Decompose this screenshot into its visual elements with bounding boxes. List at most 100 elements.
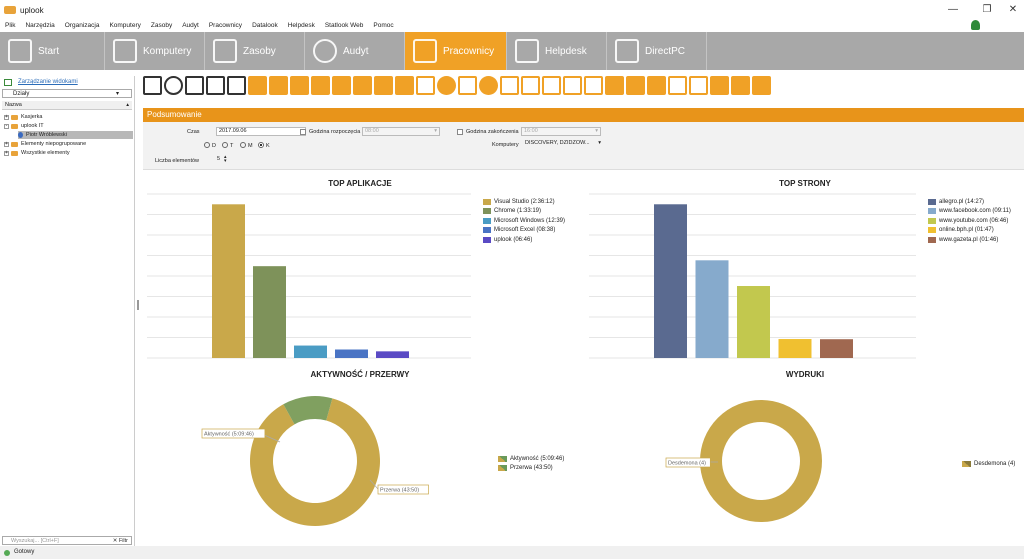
menu-audyt[interactable]: Audyt — [182, 22, 199, 29]
home-icon[interactable] — [143, 75, 162, 95]
status-bar: Gotowy — [0, 546, 1024, 559]
filter-panel: Czas 2017.09.06▾ Godzina rozpoczęcia 08:… — [143, 122, 1024, 170]
expand-icon: + — [4, 140, 9, 147]
save-icon[interactable] — [206, 75, 225, 95]
legend-item: Aktywność (5:09:46) — [498, 454, 564, 464]
legend-item: allegro.pl (14:27) — [928, 197, 1011, 207]
legend-icon — [962, 460, 971, 467]
tab-directpc[interactable]: DirectPC — [607, 32, 707, 70]
calendar-clock-icon[interactable] — [458, 75, 477, 95]
monitor-clock-icon[interactable] — [500, 75, 519, 95]
user-clock-icon[interactable] — [269, 75, 288, 95]
document-icon[interactable] — [353, 75, 372, 95]
number-one-icon[interactable] — [542, 75, 561, 95]
czas-label: Czas — [187, 129, 200, 135]
user-icon[interactable] — [971, 20, 980, 30]
folder-icon — [11, 150, 18, 156]
attachment-icon[interactable] — [290, 75, 309, 95]
menu-organizacja[interactable]: Organizacja — [64, 22, 100, 29]
tab-start[interactable]: Start — [0, 32, 105, 70]
menu-pracownicy[interactable]: Pracownicy — [208, 22, 243, 29]
remote-desktop-icon — [615, 39, 639, 63]
alarm-icon[interactable] — [479, 75, 498, 95]
data-label: Aktywność (5:09:46) — [204, 432, 254, 438]
top-sites-chart — [589, 193, 916, 359]
computers-select[interactable]: DISCOVERY, DZIDZOW... ▾ — [525, 140, 601, 146]
chart-title: TOP APLIKACJE — [328, 179, 392, 188]
menu-komputery[interactable]: Komputery — [109, 22, 141, 29]
chevron-down-icon: ▾ — [595, 128, 598, 134]
chart-title: WYDRUKI — [785, 370, 825, 379]
start-time-input[interactable]: 08:00 ▾ — [362, 127, 440, 136]
legend-swatch — [928, 217, 936, 224]
menu-helpdesk[interactable]: Helpdesk — [287, 22, 315, 29]
menu-plik[interactable]: Plik — [5, 22, 16, 29]
tree-item-user[interactable]: Piotr Wróblewski — [18, 131, 133, 139]
calendar-icon[interactable] — [416, 75, 435, 95]
menu-pomoc[interactable]: Pomoc — [373, 22, 394, 29]
uplook-logo-icon — [4, 6, 16, 14]
menu-zasoby[interactable]: Zasoby — [150, 22, 173, 29]
users-icon[interactable] — [248, 75, 267, 95]
chart-icon[interactable] — [605, 75, 624, 95]
user-block-icon[interactable] — [332, 75, 351, 95]
chevron-down-icon: ▾ — [434, 128, 437, 134]
tab-komputery[interactable]: Komputery — [105, 32, 205, 70]
bar — [294, 345, 327, 358]
tab-helpdesk[interactable]: Helpdesk — [507, 32, 607, 70]
tab-pracownicy[interactable]: Pracownicy — [405, 32, 507, 70]
date-picker[interactable]: 2017.09.06▾ — [216, 127, 306, 136]
period-radio-d[interactable]: D — [204, 142, 216, 150]
period-radio-m[interactable]: M — [240, 142, 253, 150]
user-settings-icon[interactable] — [395, 75, 414, 95]
user-money-icon[interactable] — [374, 75, 393, 95]
user-icon — [18, 132, 23, 138]
refresh-icon[interactable] — [164, 75, 183, 95]
cursor-icon[interactable] — [521, 75, 540, 95]
print-icon[interactable] — [227, 75, 246, 95]
menu-narzedzia[interactable]: Narzędzia — [25, 22, 55, 29]
chevron-down-icon: ▾ — [598, 140, 601, 146]
end-time-checkbox[interactable] — [457, 129, 463, 135]
search-input[interactable]: Wyszukaj... [Ctrl+F] ✕ Filtr — [2, 536, 132, 545]
settings-icon[interactable] — [185, 75, 204, 95]
filter-button[interactable]: ✕ Filtr — [112, 538, 128, 544]
manage-views-link[interactable]: Zarządzanie widokami — [18, 79, 78, 85]
web-icon[interactable] — [668, 75, 687, 95]
menu-statlook-web[interactable]: Statlook Web — [324, 22, 364, 29]
tree-item-all[interactable]: + Wszystkie elementy — [4, 149, 70, 156]
transfer-icon[interactable] — [752, 75, 771, 95]
tree-item-ungrouped[interactable]: + Elementy niepogrupowane — [4, 140, 87, 147]
data-label-box — [665, 457, 711, 468]
label-leader — [369, 479, 379, 490]
usb-drive-icon[interactable] — [731, 75, 750, 95]
alert-icon[interactable] — [647, 75, 666, 95]
period-radio-k[interactable]: K — [258, 142, 270, 150]
tree-header[interactable]: Nazwa ▴ — [2, 101, 132, 110]
group-selector[interactable]: Działy ▾ — [2, 89, 132, 98]
start-time-checkbox[interactable] — [300, 129, 306, 135]
end-time-input[interactable]: 16:00 ▾ — [521, 127, 601, 136]
user-group-icon[interactable] — [311, 75, 330, 95]
close-button[interactable]: ✕ — [1008, 4, 1018, 15]
tree-item-kasjerka[interactable]: + Kasjerka — [4, 113, 43, 120]
menu-datalook[interactable]: Datalook — [252, 22, 278, 29]
minimize-button[interactable]: — — [948, 4, 958, 15]
elements-count-stepper[interactable]: 5 ▴ ▾ — [217, 154, 227, 164]
clock-icon[interactable] — [437, 75, 456, 95]
usb-icon[interactable] — [710, 75, 729, 95]
signal-icon[interactable] — [584, 75, 603, 95]
period-radio-t[interactable]: T — [222, 142, 233, 150]
maximize-button[interactable]: ❐ — [982, 4, 992, 15]
bar — [335, 349, 368, 358]
views-icon — [4, 79, 12, 86]
lock-icon[interactable] — [563, 75, 582, 95]
tab-audyt[interactable]: Audyt — [305, 32, 405, 70]
tab-zasoby[interactable]: Zasoby — [205, 32, 305, 70]
legend-item: www.facebook.com (09:11) — [928, 207, 1011, 217]
tree-item-uplook-it[interactable]: - uplook IT — [4, 122, 44, 129]
chart-title: AKTYWNOŚĆ / PRZERWY — [310, 370, 410, 379]
www-icon[interactable] — [689, 75, 708, 95]
printer-icon[interactable] — [626, 75, 645, 95]
splitter-handle[interactable] — [137, 300, 139, 310]
